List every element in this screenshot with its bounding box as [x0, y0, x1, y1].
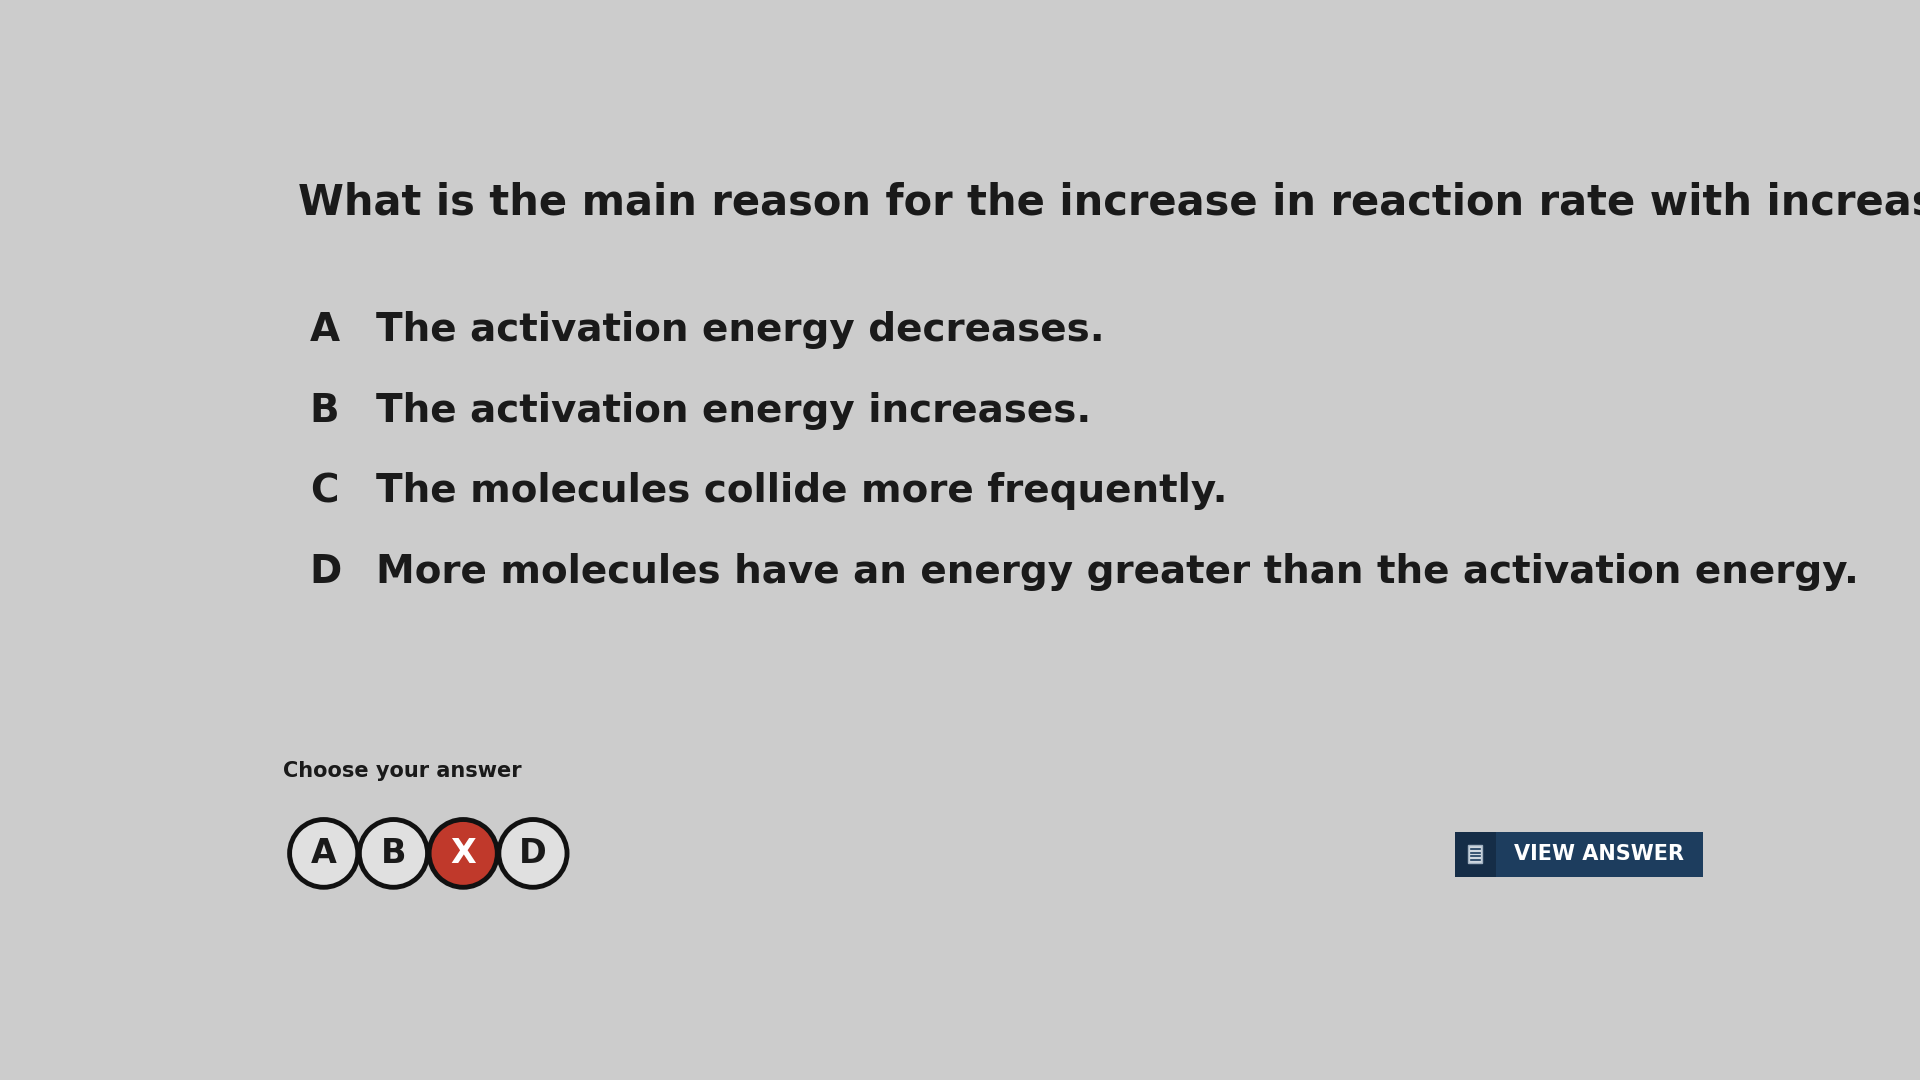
- Text: C: C: [309, 473, 338, 511]
- Circle shape: [359, 820, 428, 888]
- Text: Choose your answer: Choose your answer: [282, 761, 520, 781]
- Text: The activation energy decreases.: The activation energy decreases.: [376, 311, 1104, 349]
- Circle shape: [428, 820, 497, 888]
- Text: What is the main reason for the increase in reaction rate with increasing temper: What is the main reason for the increase…: [298, 181, 1920, 224]
- FancyBboxPatch shape: [1469, 845, 1482, 863]
- FancyBboxPatch shape: [1496, 832, 1703, 877]
- Text: D: D: [309, 553, 342, 592]
- Text: X: X: [451, 837, 476, 869]
- Text: D: D: [518, 837, 547, 869]
- Text: B: B: [309, 392, 340, 430]
- Text: A: A: [309, 311, 340, 349]
- Text: The molecules collide more frequently.: The molecules collide more frequently.: [376, 473, 1227, 511]
- Text: VIEW ANSWER: VIEW ANSWER: [1515, 845, 1684, 864]
- FancyBboxPatch shape: [1455, 832, 1496, 877]
- Text: B: B: [380, 837, 407, 869]
- Text: More molecules have an energy greater than the activation energy.: More molecules have an energy greater th…: [376, 553, 1859, 592]
- Circle shape: [290, 820, 357, 888]
- Circle shape: [499, 820, 566, 888]
- Text: The activation energy increases.: The activation energy increases.: [376, 392, 1091, 430]
- Text: A: A: [311, 837, 336, 869]
